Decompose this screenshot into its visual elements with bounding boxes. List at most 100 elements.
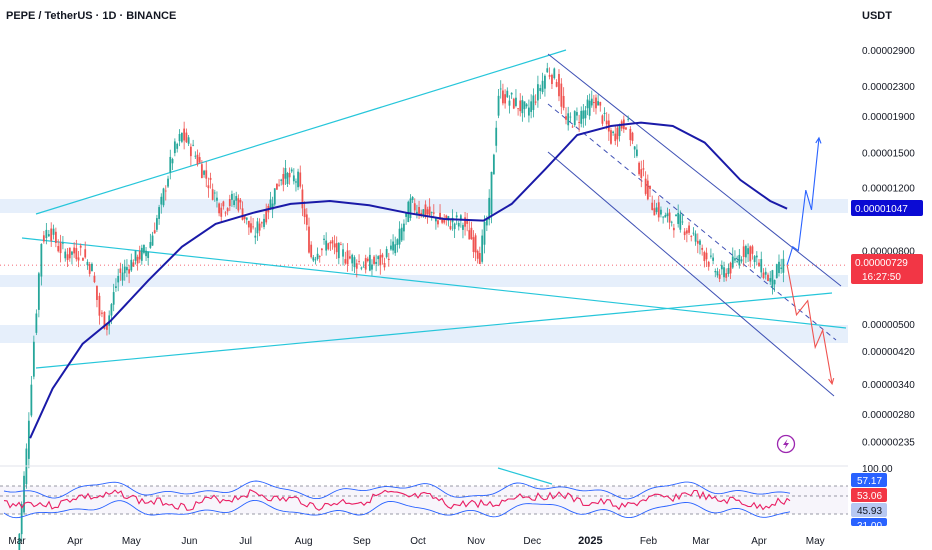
candle bbox=[646, 180, 649, 200]
candle bbox=[573, 111, 576, 126]
candle bbox=[434, 217, 437, 222]
candle bbox=[207, 185, 210, 189]
candle bbox=[420, 212, 423, 216]
candle bbox=[530, 101, 533, 112]
candle bbox=[35, 313, 38, 333]
candle bbox=[586, 99, 589, 109]
candle bbox=[205, 170, 208, 179]
candle bbox=[265, 209, 268, 223]
candle bbox=[457, 222, 460, 227]
candle bbox=[508, 100, 511, 106]
candle bbox=[387, 258, 390, 260]
candle bbox=[416, 211, 418, 214]
candle bbox=[400, 227, 403, 241]
candle bbox=[112, 292, 115, 305]
candle bbox=[432, 212, 435, 214]
candle bbox=[453, 223, 456, 230]
candle bbox=[364, 258, 367, 270]
candle bbox=[703, 252, 706, 262]
candle bbox=[536, 84, 539, 101]
lightning-icon[interactable] bbox=[776, 434, 796, 454]
candle bbox=[252, 226, 254, 228]
candle bbox=[681, 221, 684, 223]
candle bbox=[701, 247, 704, 250]
candle bbox=[405, 212, 408, 217]
candle bbox=[567, 113, 570, 126]
candle bbox=[723, 267, 725, 278]
candle bbox=[521, 100, 524, 114]
candle bbox=[103, 311, 106, 329]
candle bbox=[117, 275, 120, 283]
candle bbox=[662, 216, 665, 218]
candle bbox=[171, 159, 174, 164]
candle bbox=[631, 132, 634, 141]
candle bbox=[295, 181, 297, 183]
candle bbox=[276, 183, 278, 190]
candle bbox=[758, 262, 760, 267]
candle bbox=[668, 212, 671, 223]
candle bbox=[629, 128, 632, 141]
candle bbox=[91, 263, 93, 272]
rsi-upper-band bbox=[3, 480, 791, 500]
candle bbox=[351, 254, 354, 264]
candle bbox=[258, 223, 261, 231]
candle bbox=[288, 172, 291, 178]
candle bbox=[755, 255, 758, 258]
candle bbox=[84, 249, 87, 258]
candle bbox=[409, 198, 412, 218]
candle bbox=[346, 250, 349, 265]
candle bbox=[132, 262, 135, 267]
candle bbox=[672, 227, 675, 231]
candle bbox=[627, 118, 630, 120]
candle bbox=[314, 259, 317, 261]
candle bbox=[751, 246, 754, 254]
candle bbox=[696, 240, 699, 244]
candle bbox=[528, 107, 530, 116]
moving-average bbox=[29, 121, 788, 439]
candle bbox=[228, 199, 231, 207]
candle bbox=[355, 263, 358, 269]
candle bbox=[316, 253, 319, 259]
candle bbox=[126, 267, 128, 271]
candle bbox=[42, 235, 45, 242]
candle bbox=[115, 286, 117, 288]
candle bbox=[731, 256, 734, 268]
candle bbox=[286, 173, 289, 184]
candle bbox=[716, 271, 719, 276]
candle bbox=[649, 185, 651, 189]
candle bbox=[476, 250, 479, 259]
candle bbox=[178, 133, 181, 142]
candle bbox=[762, 272, 765, 278]
x-tick-label: Oct bbox=[410, 536, 426, 547]
candle bbox=[366, 258, 369, 262]
candle bbox=[93, 275, 96, 283]
candle bbox=[778, 261, 780, 274]
candle bbox=[773, 280, 776, 285]
candle bbox=[655, 207, 658, 212]
candle bbox=[517, 108, 519, 110]
candle bbox=[729, 262, 732, 274]
candle bbox=[254, 235, 257, 238]
price-axis: 0.00002900 0.00002300 0.00001900 0.00001500… bbox=[862, 46, 915, 448]
candle bbox=[134, 250, 137, 261]
candle bbox=[633, 146, 636, 150]
rsi-cutoff-badge: 31.00 bbox=[851, 518, 887, 532]
candle bbox=[211, 189, 214, 200]
trend-lines[interactable] bbox=[21, 49, 847, 397]
candle bbox=[685, 230, 688, 234]
candle bbox=[481, 235, 484, 262]
zone-1 bbox=[0, 199, 848, 213]
projection-down-head bbox=[828, 377, 835, 386]
rsi-value-badge: 53.06 bbox=[851, 488, 887, 502]
candle bbox=[576, 112, 578, 116]
candle bbox=[445, 215, 448, 220]
candle bbox=[616, 127, 619, 140]
candle bbox=[744, 245, 747, 258]
candle bbox=[740, 259, 743, 262]
candle bbox=[196, 154, 199, 165]
candle bbox=[79, 245, 82, 248]
candle bbox=[308, 226, 310, 253]
candle bbox=[77, 257, 80, 261]
candle bbox=[71, 251, 73, 255]
